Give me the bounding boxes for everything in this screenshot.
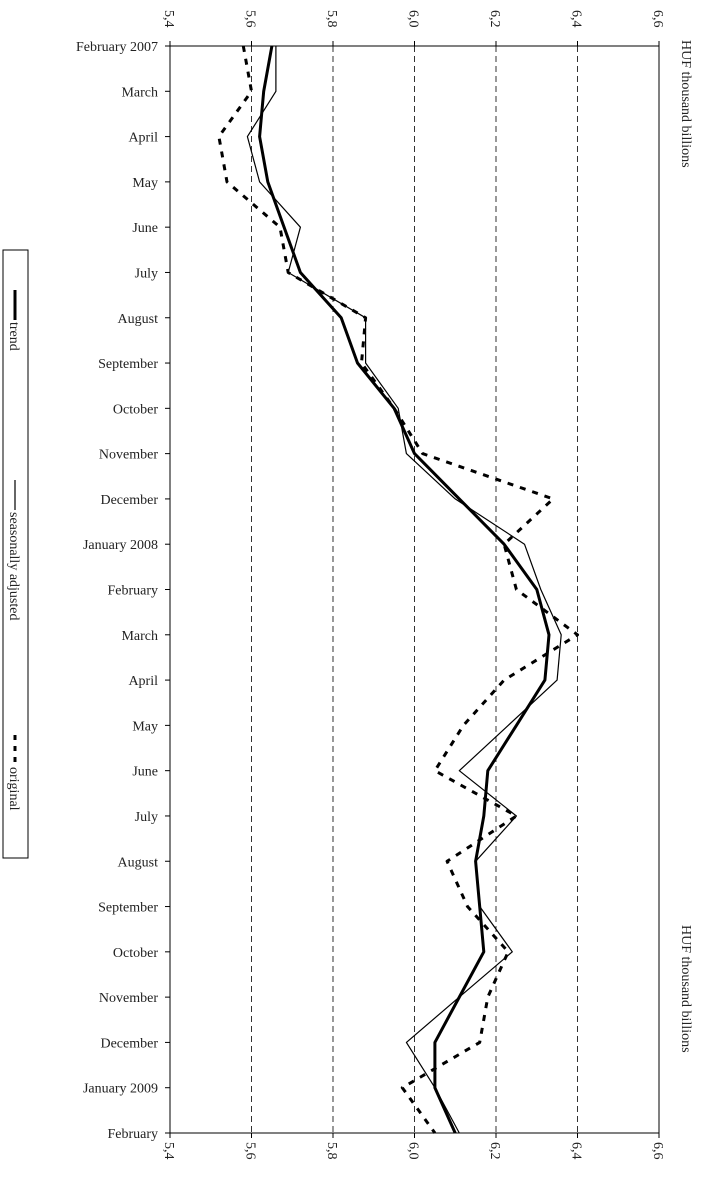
value-tick-label: 6,6 (650, 1142, 665, 1160)
category-label: April (128, 131, 158, 146)
category-label: April (128, 674, 158, 689)
category-label: August (118, 312, 159, 327)
value-tick-label: 6,6 (650, 10, 665, 28)
category-label: January 2009 (83, 1082, 158, 1097)
value-tick-label: 5,8 (324, 1142, 339, 1160)
value-tick-label: 6,0 (406, 1142, 421, 1160)
legend-box (2, 249, 29, 859)
category-label: January 2008 (83, 538, 158, 553)
category-label: February (107, 584, 158, 599)
category-label: September (98, 901, 158, 916)
category-label: February (107, 1127, 158, 1142)
axis-label: HUF thousand billions (678, 925, 693, 1053)
value-tick-label: 5,6 (243, 1142, 258, 1160)
value-tick-label: 6,2 (487, 1142, 502, 1160)
value-tick-label: 6,2 (487, 10, 502, 28)
category-label: March (121, 85, 158, 100)
legend-label: trend (6, 322, 21, 351)
category-label: October (113, 402, 158, 417)
category-label: August (118, 855, 159, 870)
category-label: December (100, 1036, 158, 1051)
legend-label: original (6, 767, 21, 811)
value-tick-label: 6,4 (569, 1142, 584, 1160)
category-label: June (132, 765, 158, 780)
category-label: November (99, 991, 158, 1006)
category-label: May (132, 719, 158, 734)
axis-label: HUF thousand billions (678, 40, 693, 168)
value-tick-label: 6,0 (406, 10, 421, 28)
value-tick-label: 5,4 (161, 10, 176, 28)
series-line (246, 46, 562, 1134)
category-label: May (132, 176, 158, 191)
category-label: July (135, 810, 158, 825)
category-label: September (98, 357, 158, 372)
value-tick-label: 5,8 (324, 10, 339, 28)
category-label: October (113, 946, 158, 961)
value-tick-label: 5,6 (243, 10, 258, 28)
category-label: November (99, 448, 158, 463)
category-label: December (100, 493, 158, 508)
series-line (217, 45, 579, 1134)
category-label: July (135, 266, 158, 281)
category-label: June (132, 221, 158, 236)
value-tick-label: 6,4 (569, 10, 584, 28)
value-tick-label: 5,4 (161, 1142, 176, 1160)
category-label: March (121, 629, 158, 644)
legend-label: seasonally adjusted (6, 512, 21, 620)
category-label: February 2007 (76, 40, 158, 55)
series-line (258, 45, 551, 1134)
